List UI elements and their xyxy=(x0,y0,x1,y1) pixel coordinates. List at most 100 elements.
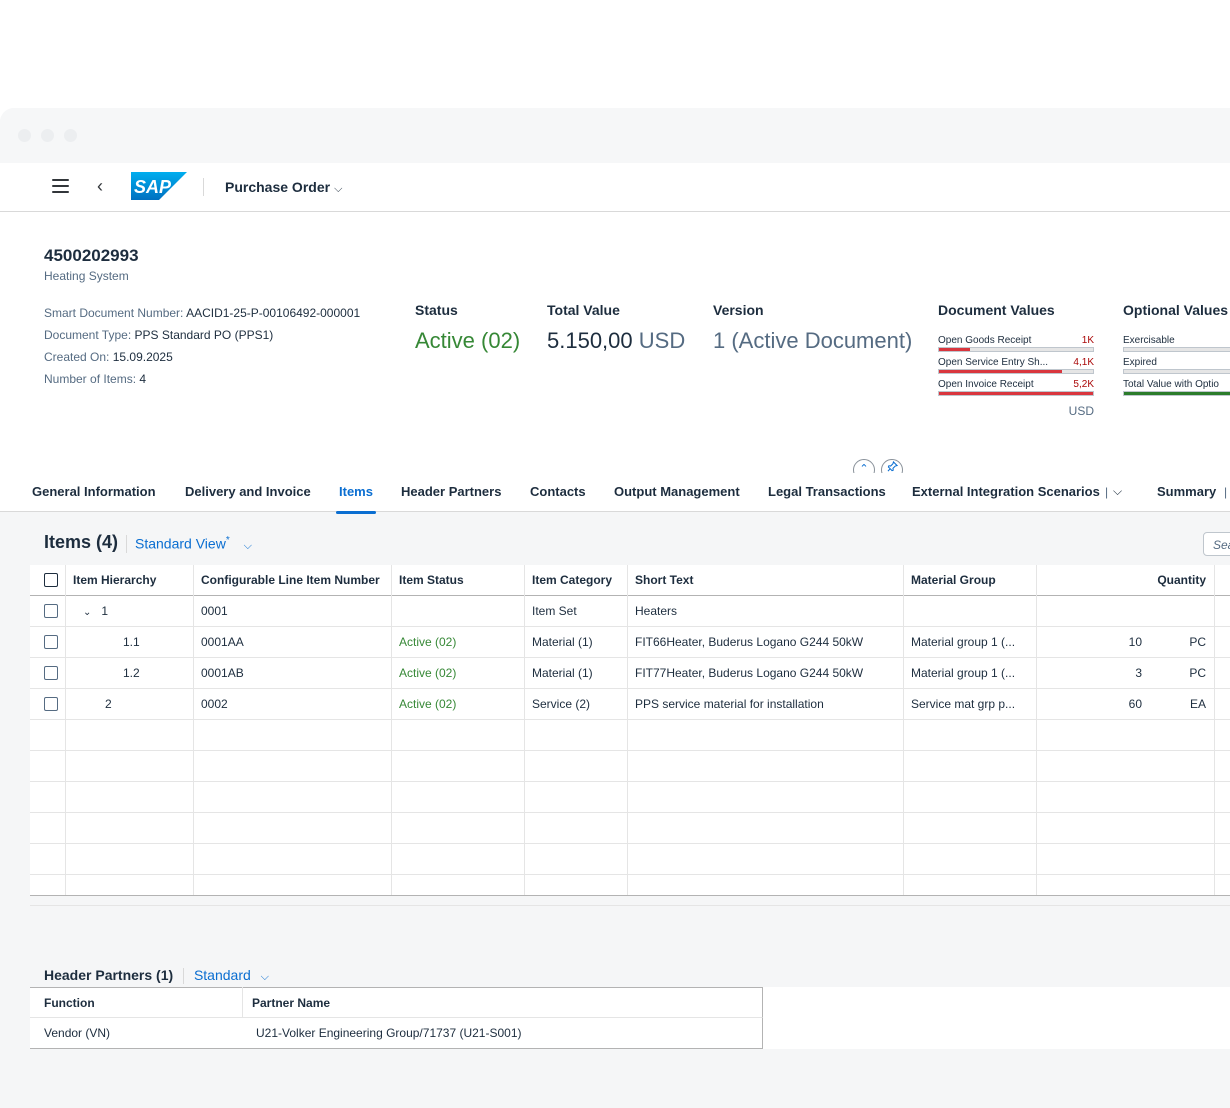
table-row[interactable]: Vendor (VN) U21-Volker Engineering Group/… xyxy=(30,1018,763,1049)
bar-label: Total Value with Optio xyxy=(1123,379,1219,390)
row-checkbox[interactable] xyxy=(44,604,58,618)
variant-management[interactable]: Standard View* ⌵ xyxy=(135,535,252,553)
total-value-label: Total Value xyxy=(547,302,620,318)
window-minimize-dot[interactable] xyxy=(41,129,54,142)
document-subtitle: Heating System xyxy=(44,269,129,283)
column-header[interactable]: Item Status xyxy=(399,573,464,587)
bar-track xyxy=(1123,391,1230,396)
column-divider xyxy=(627,565,628,895)
header-partners-toolbar: Header Partners (1) Standard ⌵ xyxy=(44,967,269,985)
status-kpi: Status Active (02) xyxy=(415,302,520,354)
column-divider xyxy=(193,565,194,895)
tab-contacts[interactable]: Contacts xyxy=(530,484,586,499)
line-item-number: 0002 xyxy=(201,697,228,711)
column-header[interactable]: Quantity xyxy=(1157,573,1206,587)
table-row[interactable]: 2 0002 Active (02) Service (2) PPS service m… xyxy=(30,689,1230,720)
column-header[interactable]: Configurable Line Item Number xyxy=(201,573,380,587)
empty-table-row xyxy=(30,751,1230,782)
version-value: 1 (Active Document) xyxy=(713,328,913,353)
short-text: Heaters xyxy=(635,604,678,618)
tab-delivery-and-invoice[interactable]: Delivery and Invoice xyxy=(185,484,311,499)
bar-label: Expired xyxy=(1123,357,1157,368)
bar-label: Exercisable xyxy=(1123,335,1175,346)
header-attribute: Created On: 15.09.2025 xyxy=(44,346,360,368)
select-all-checkbox[interactable] xyxy=(44,573,58,587)
search-input[interactable]: Sea xyxy=(1203,532,1230,556)
bar-track xyxy=(1123,347,1230,352)
tab-general-information[interactable]: General Information xyxy=(32,484,156,499)
attribute-value: PPS Standard PO (PPS1) xyxy=(134,328,274,342)
back-icon[interactable]: ‹ xyxy=(97,176,103,196)
window-close-dot[interactable] xyxy=(18,129,31,142)
version-kpi: Version 1 (Active Document) xyxy=(713,302,912,354)
tab-output-management[interactable]: Output Management xyxy=(614,484,740,499)
partners-variant-management[interactable]: Standard ⌵ xyxy=(194,967,269,983)
bar-track xyxy=(1123,369,1230,374)
item-category: Item Set xyxy=(532,604,577,618)
item-hierarchy-cell: 2 xyxy=(65,689,193,719)
row-checkbox[interactable] xyxy=(44,666,58,680)
material-group: Service mat grp p... xyxy=(911,697,1016,711)
bar-fill xyxy=(939,348,970,351)
optional-values-label: Optional Values xyxy=(1123,302,1229,318)
chevron-down-icon: ⌵ xyxy=(260,971,270,983)
tab-overflow-separator: | xyxy=(1224,485,1228,499)
tab-header-partners[interactable]: Header Partners xyxy=(401,484,502,499)
app-title-menu[interactable]: Purchase Order ⌵ xyxy=(225,179,342,196)
chevron-down-icon[interactable]: ⌵ xyxy=(1113,484,1123,498)
quantity-value: 60 xyxy=(1128,697,1142,711)
tab-external-integration-scenarios[interactable]: External Integration Scenarios xyxy=(912,484,1100,499)
column-divider xyxy=(1036,565,1037,895)
table-row[interactable]: 1.1 0001AA Active (02) Material (1) FIT66Hea… xyxy=(30,627,1230,658)
column-header[interactable]: Short Text xyxy=(635,573,694,587)
row-checkbox[interactable] xyxy=(44,635,58,649)
quantity-unit: PC xyxy=(1189,666,1206,680)
empty-table-row xyxy=(30,782,1230,813)
window-titlebar xyxy=(0,108,1230,163)
document-values-unit: USD xyxy=(1068,404,1094,418)
sap-logo[interactable]: SAP xyxy=(131,172,187,205)
header-attribute: Smart Document Number: AACID1-25-P-00106… xyxy=(44,302,360,324)
bar-fill xyxy=(939,370,1063,373)
quantity-value: 10 xyxy=(1128,635,1142,649)
item-status: Active (02) xyxy=(399,697,457,711)
header-partners-table: Function Partner Name Vendor (VN) U21-Volke… xyxy=(30,987,1230,1049)
column-header[interactable]: Item Category xyxy=(532,573,613,587)
quantity-value: 3 xyxy=(1135,666,1142,680)
tab-summary[interactable]: Summary xyxy=(1157,484,1217,499)
partners-variant-label: Standard xyxy=(193,967,251,983)
bar-track xyxy=(938,369,1094,374)
table-row[interactable]: ⌄ 1 0001 Item Set Heaters xyxy=(30,596,1230,627)
item-hierarchy-cell: 1.2 xyxy=(65,658,193,688)
menu-icon[interactable] xyxy=(52,179,69,193)
tab-items[interactable]: Items xyxy=(336,484,376,514)
attribute-label: Number of Items: xyxy=(44,372,137,386)
bar-label: Open Invoice Receipt xyxy=(938,379,1034,390)
tab-legal-transactions[interactable]: Legal Transactions xyxy=(768,484,886,499)
row-checkbox[interactable] xyxy=(44,697,58,711)
quantity-value xyxy=(1036,596,1150,626)
bar-label: Open Service Entry Sh... xyxy=(938,357,1049,368)
version-label: Version xyxy=(713,302,764,318)
column-divider xyxy=(391,565,392,895)
bar-value: 1K xyxy=(1081,335,1094,346)
attribute-value: 4 xyxy=(139,372,147,386)
attribute-label: Created On: xyxy=(44,350,110,364)
material-group xyxy=(903,596,1036,626)
column-header[interactable]: Partner Name xyxy=(252,996,331,1010)
total-value-kpi: Total Value 5.150,00 USD xyxy=(547,302,685,354)
column-header[interactable]: Item Hierarchy xyxy=(73,573,157,587)
item-status: Active (02) xyxy=(399,635,457,649)
attribute-value: 15.09.2025 xyxy=(112,350,173,364)
column-header[interactable]: Material Group xyxy=(911,573,996,587)
window-maximize-dot[interactable] xyxy=(64,129,77,142)
line-item-number: 0001AA xyxy=(201,635,244,649)
chevron-down-icon[interactable]: ⌄ xyxy=(83,607,92,618)
column-header[interactable]: Function xyxy=(44,996,95,1010)
empty-table-row xyxy=(30,875,1230,906)
bar-track xyxy=(938,347,1094,352)
item-hierarchy: 1.1 xyxy=(123,635,140,649)
bar-track xyxy=(938,391,1094,396)
table-row[interactable]: 1.2 0001AB Active (02) Material (1) FIT77Hea… xyxy=(30,658,1230,689)
item-category: Material (1) xyxy=(532,635,593,649)
